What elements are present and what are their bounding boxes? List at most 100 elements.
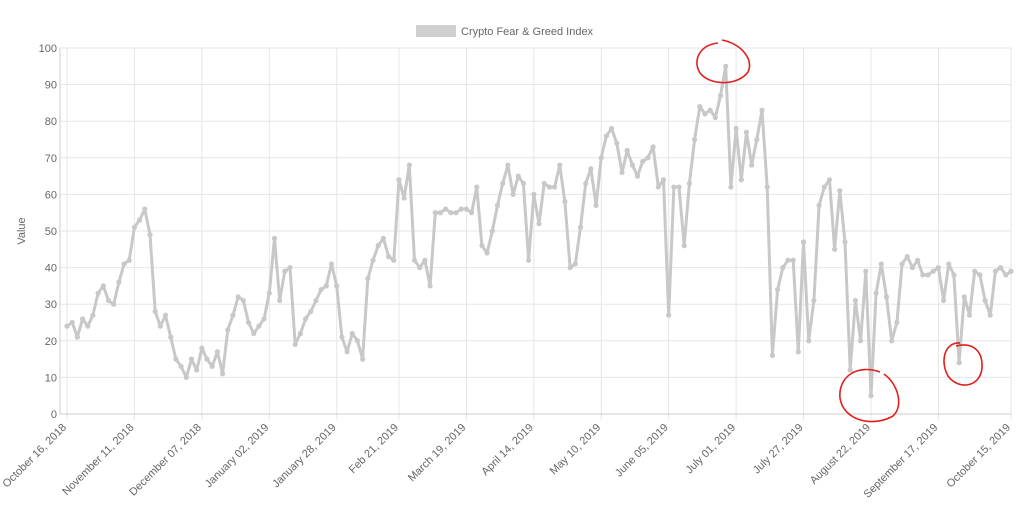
data-point — [655, 184, 661, 190]
x-tick-label: November 11, 2018 — [60, 422, 136, 498]
data-point — [225, 327, 231, 333]
data-point — [868, 393, 874, 399]
data-point — [183, 374, 189, 380]
data-point — [302, 316, 309, 322]
data-point — [240, 297, 246, 304]
data-point — [811, 297, 817, 304]
data-point — [780, 265, 786, 271]
data-point — [629, 162, 635, 168]
data-point — [463, 206, 469, 212]
data-point — [147, 232, 153, 238]
data-point — [116, 279, 122, 285]
data-point — [137, 217, 143, 223]
annotation-circle — [943, 342, 983, 386]
data-point — [998, 265, 1004, 271]
data-point — [230, 312, 236, 318]
data-point — [733, 125, 739, 132]
data-point — [100, 283, 106, 289]
data-point — [557, 162, 563, 168]
data-point — [640, 158, 646, 165]
data-point — [448, 210, 454, 216]
data-point — [220, 371, 226, 377]
x-tick-label: January 02, 2019 — [203, 422, 272, 491]
data-point — [614, 140, 620, 146]
data-point — [717, 92, 724, 99]
data-point — [977, 272, 983, 278]
data-point — [749, 162, 755, 168]
data-point — [806, 338, 812, 344]
data-point — [105, 297, 112, 304]
data-point — [313, 297, 319, 304]
data-point — [126, 257, 132, 263]
data-point — [531, 191, 537, 197]
plot: 0 10 20 30 40 50 60 70 80 90 100 October 16, 2018No… — [1, 43, 1014, 501]
data-point — [972, 268, 978, 274]
data-point — [572, 261, 578, 267]
data-point — [790, 257, 796, 263]
data-point — [199, 345, 205, 351]
data-point — [702, 111, 708, 117]
data-point — [987, 312, 993, 318]
data-point — [391, 257, 397, 263]
data-point — [328, 261, 335, 267]
legend-label: Crypto Fear & Greed Index — [461, 26, 594, 38]
data-point — [863, 268, 869, 274]
x-tick-label: September 17, 2019 — [862, 422, 941, 501]
x-tick-label: March 19, 2019 — [406, 422, 469, 485]
data-point — [821, 184, 827, 190]
data-point — [318, 286, 324, 293]
data-point — [188, 356, 195, 362]
data-point — [603, 133, 610, 139]
y-tick-label: 10 — [45, 372, 57, 384]
data-point — [74, 334, 80, 340]
data-point — [1008, 268, 1014, 274]
data-point — [111, 301, 117, 307]
data-point — [728, 184, 734, 190]
data-point — [837, 188, 843, 194]
data-point — [505, 162, 511, 168]
data-point — [946, 261, 952, 267]
data-point — [1003, 272, 1009, 278]
data-point — [297, 330, 304, 337]
data-point — [904, 254, 910, 260]
x-tick-label: April 14, 2019 — [479, 422, 535, 478]
data-point — [432, 210, 438, 216]
data-point — [152, 308, 158, 315]
data-point — [583, 180, 589, 187]
data-point — [385, 254, 392, 260]
data-point — [541, 180, 547, 187]
data-point — [271, 235, 278, 241]
data-point — [526, 257, 532, 263]
data-point — [588, 166, 594, 172]
data-point — [287, 265, 293, 271]
data-point — [723, 63, 729, 69]
data-point — [437, 210, 444, 216]
data-point — [349, 330, 355, 337]
data-point — [474, 184, 480, 190]
x-tick-label: May 10, 2019 — [548, 422, 604, 478]
x-tick-label: July 27, 2019 — [751, 422, 806, 477]
data-point — [370, 257, 376, 263]
data-point — [365, 275, 371, 282]
data-point — [178, 363, 184, 370]
data-point — [785, 257, 791, 263]
data-point — [510, 191, 516, 197]
data-point — [878, 261, 884, 267]
y-tick-label: 70 — [45, 153, 57, 165]
data-point — [894, 319, 900, 326]
data-point — [966, 312, 973, 318]
data-point — [598, 155, 604, 161]
data-point — [443, 206, 449, 212]
data-point — [95, 290, 101, 296]
x-tick-label: January 28, 2019 — [270, 422, 339, 491]
y-tick-label: 60 — [45, 189, 57, 201]
y-tick-label: 80 — [45, 116, 57, 128]
data-point — [427, 283, 433, 289]
x-tick-label: October 15, 2019 — [945, 422, 1014, 491]
data-point — [619, 169, 625, 176]
data-point — [235, 294, 241, 300]
data-point — [85, 323, 91, 329]
data-point — [857, 338, 864, 344]
data-point — [707, 107, 713, 113]
data-point — [774, 286, 781, 293]
